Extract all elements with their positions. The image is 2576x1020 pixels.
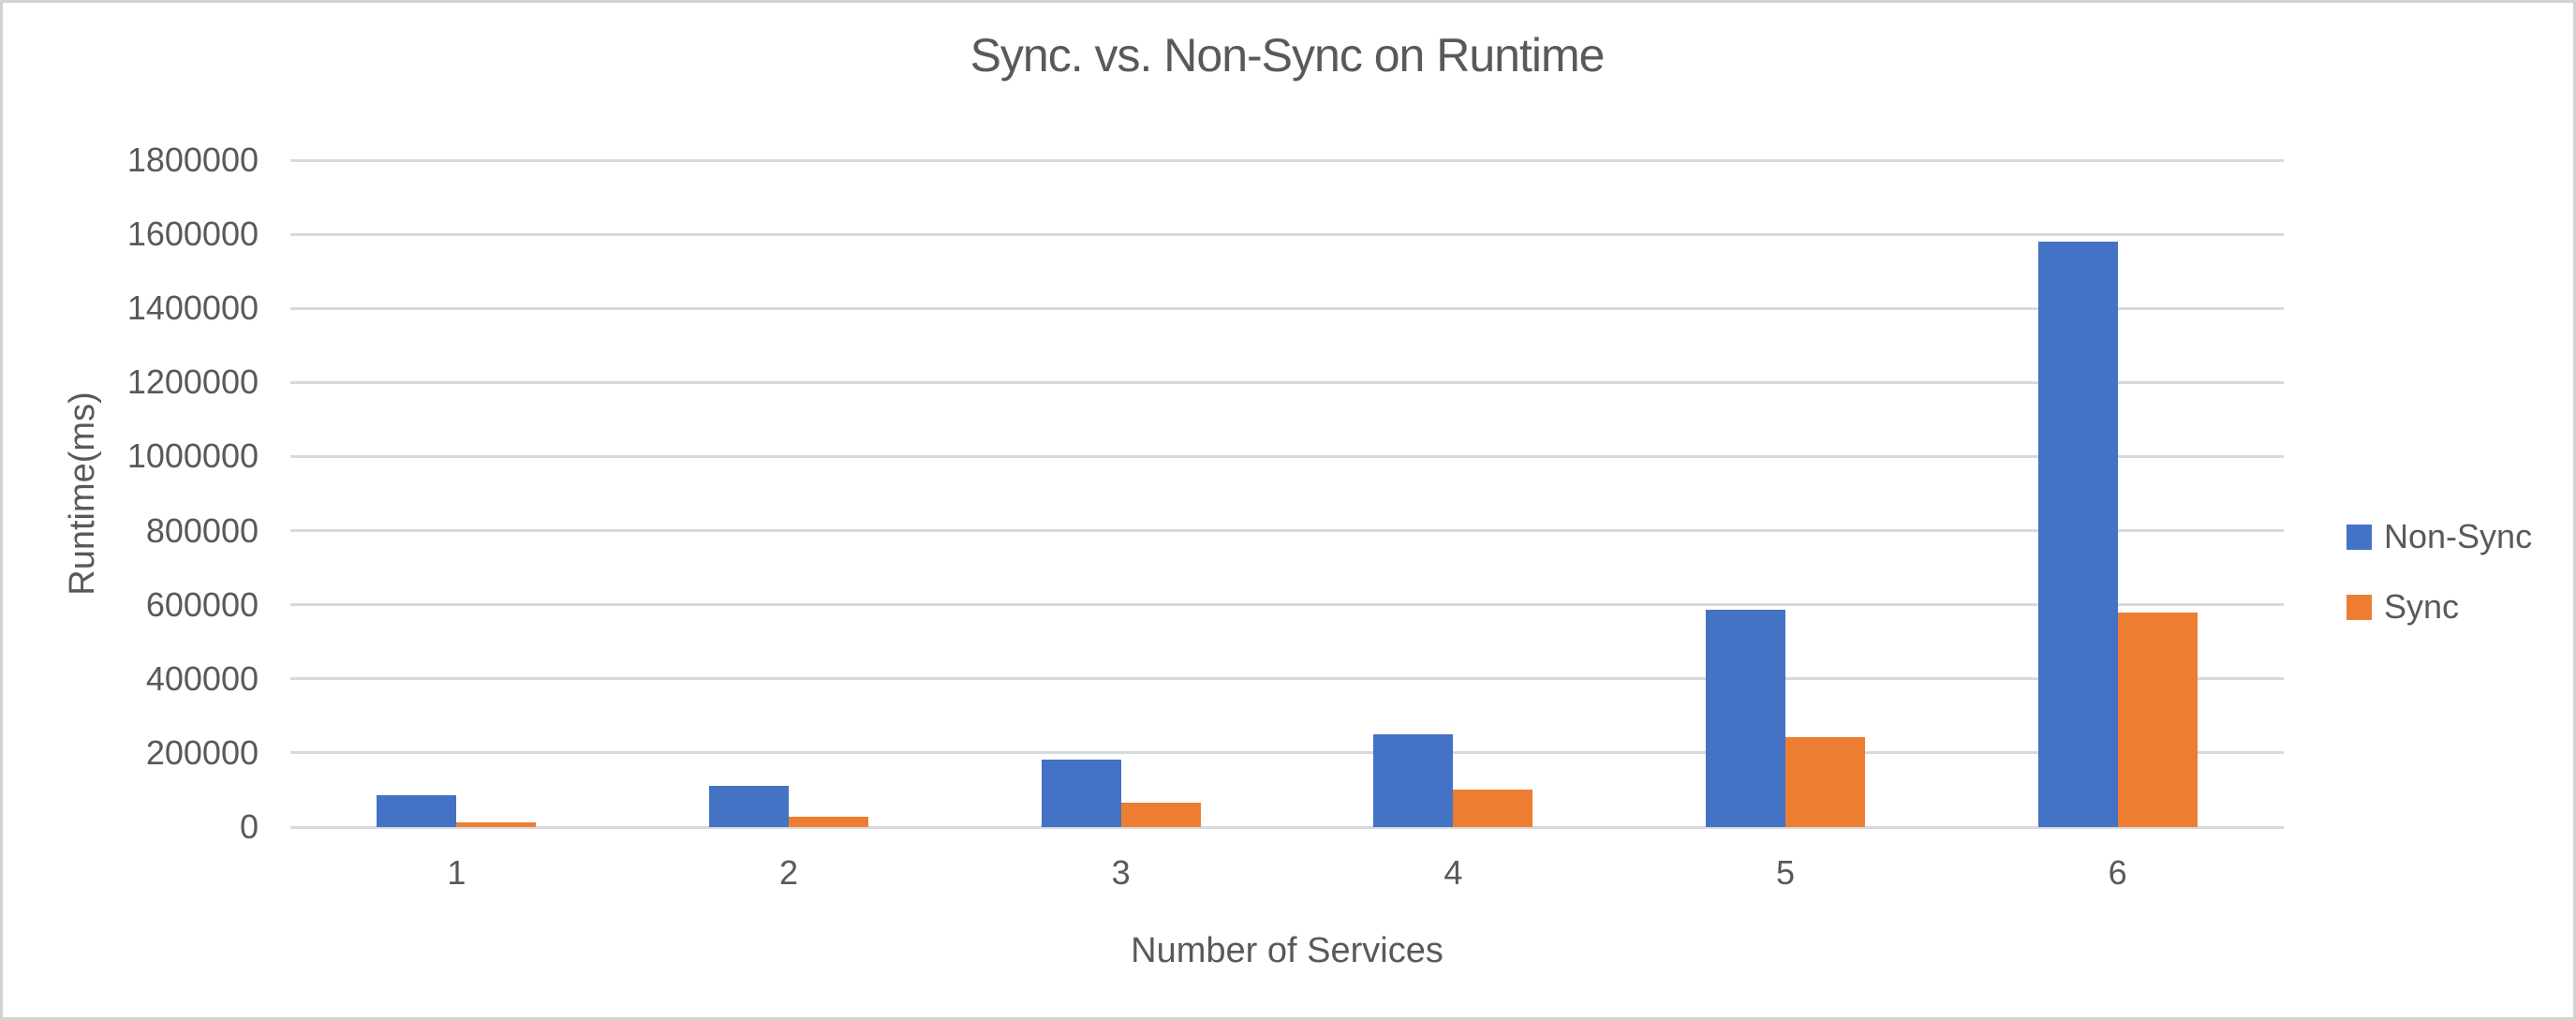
y-tick-label: 1400000	[126, 288, 259, 328]
gridline	[290, 677, 2284, 681]
y-tick-label: 1600000	[126, 214, 259, 254]
x-tick-label: 5	[1775, 853, 1796, 892]
bar-non-sync	[1706, 610, 1785, 827]
gridline	[290, 603, 2284, 607]
y-tick-label: 800000	[145, 510, 259, 550]
gridline	[290, 380, 2284, 384]
x-tick-label: 1	[447, 853, 466, 892]
bar-sync	[1121, 803, 1201, 827]
bar-non-sync	[1042, 760, 1121, 827]
x-tick-label: 3	[1111, 853, 1131, 892]
y-tick-label: 1200000	[126, 362, 259, 402]
legend-entry-non-sync: Non-Sync	[2347, 516, 2532, 557]
gridline	[290, 158, 2284, 162]
legend-entry-sync: Sync	[2347, 586, 2459, 628]
y-tick-label: 600000	[145, 584, 259, 624]
bar-non-sync	[377, 795, 456, 827]
bar-sync	[456, 822, 536, 827]
gridline	[290, 306, 2284, 310]
y-tick-label: 1000000	[126, 436, 259, 476]
bar-sync	[1453, 790, 1532, 827]
gridline	[290, 232, 2284, 236]
bar-sync	[789, 817, 868, 827]
gridline	[290, 825, 2284, 829]
legend-label-sync: Sync	[2384, 587, 2460, 626]
y-tick-label: 1800000	[126, 140, 259, 179]
y-tick-label: 400000	[145, 658, 259, 698]
bar-sync	[1785, 737, 1865, 827]
x-tick-label: 4	[1443, 853, 1463, 892]
x-tick-label: 2	[778, 853, 799, 892]
gridline	[290, 454, 2284, 458]
bar-non-sync	[2038, 242, 2118, 827]
y-tick-label: 200000	[145, 732, 259, 772]
bar-non-sync	[1373, 734, 1453, 827]
gridline	[290, 529, 2284, 533]
x-axis-title: Number of Services	[1131, 931, 1443, 970]
bar-sync	[2118, 613, 2198, 827]
bar-non-sync	[709, 786, 789, 827]
y-tick-label: 0	[239, 807, 259, 846]
chart-title: Sync. vs. Non-Sync on Runtime	[970, 29, 1606, 81]
gridline	[290, 751, 2284, 755]
legend-label-non-sync: Non-Sync	[2384, 517, 2533, 555]
x-tick-label: 6	[2108, 853, 2127, 892]
legend-swatch-non-sync	[2347, 524, 2372, 550]
legend-swatch-sync	[2347, 594, 2372, 620]
